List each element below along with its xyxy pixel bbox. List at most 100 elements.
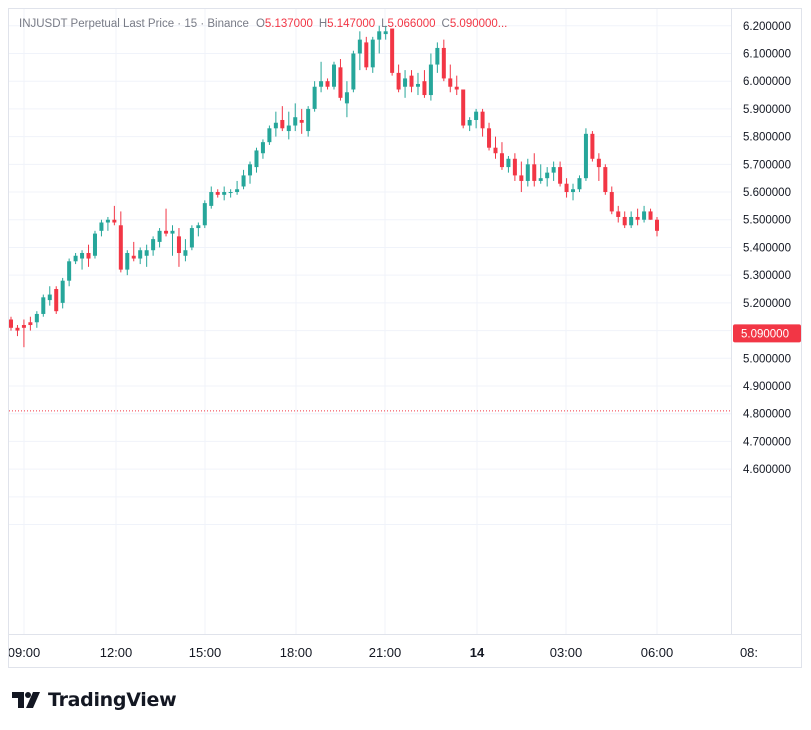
candle-body-up (228, 192, 233, 194)
candle-body-down (448, 78, 453, 87)
y-tick-label: 5.800000 (743, 132, 791, 144)
candle-body-down (454, 86, 459, 90)
candle-body-up (273, 122, 278, 129)
candle-body-up (370, 39, 375, 68)
candle-body-up (383, 31, 388, 35)
candlestick-chart[interactable]: 6.200000 6.100000 6.000000 5.900000 5.800000… (9, 9, 802, 668)
candle-body-up (80, 252, 85, 259)
candle-body-up (138, 250, 143, 259)
candle-body-up (73, 255, 78, 262)
candle-body-down (616, 211, 621, 217)
candle-body-down (596, 158, 601, 168)
candle-body-up (344, 92, 349, 104)
candle-body-up (415, 83, 420, 87)
y-tick-label: 6.200000 (743, 21, 791, 33)
candle-body-up (241, 175, 246, 187)
candle-body-down (622, 216, 627, 226)
candle-body-up (293, 117, 298, 126)
candle-body-down (131, 255, 136, 259)
candle-body-down (480, 111, 485, 129)
y-tick-label: 4.900000 (743, 381, 791, 393)
x-tick-label: 03:00 (550, 645, 583, 660)
candle-body-down (28, 322, 33, 326)
y-tick-label: 4.800000 (743, 409, 791, 421)
candle-body-down (564, 183, 569, 193)
exchange-label: Binance (207, 18, 249, 30)
candle-body-up (144, 250, 149, 256)
open-value: 5.137000 (264, 18, 313, 30)
symbol-name: INJUSDT Perpetual Last Price (19, 18, 175, 30)
candle-body-up (467, 119, 472, 126)
tradingview-wordmark: TradingView (48, 689, 177, 711)
candle-body-up (235, 189, 240, 193)
x-tick-label: 06:00 (641, 645, 674, 660)
chart-legend: INJUSDT Perpetual Last Price · 15 · Bina… (19, 18, 507, 30)
high-key: H (318, 18, 328, 30)
y-tick-label: 6.100000 (743, 48, 791, 60)
candle-body-up (306, 108, 311, 132)
candle-body-down (519, 175, 524, 181)
candle-body-down (635, 216, 640, 220)
high-value: 5.147000 (327, 18, 376, 30)
candle-body-down (54, 289, 59, 312)
candle-body-up (157, 230, 162, 242)
candle-body-up (428, 64, 433, 96)
candle-body-up (435, 47, 440, 65)
candle-body-up (202, 203, 207, 226)
candle-body-up (577, 178, 582, 190)
candle-body-up (571, 189, 576, 193)
x-tick-label: 15:00 (189, 645, 222, 660)
close-key: C (441, 18, 450, 30)
x-tick-label: 09:00 (9, 645, 40, 660)
y-tick-label: 5.300000 (743, 270, 791, 282)
candle-body-down (648, 211, 653, 220)
x-tick-label: 12:00 (100, 645, 133, 660)
candle-body-up (248, 164, 253, 176)
candle-body-down (461, 89, 466, 126)
x-tick-label: 18:00 (280, 645, 313, 660)
y-tick-label: 6.000000 (743, 76, 791, 88)
chart-panel[interactable]: 6.200000 6.100000 6.000000 5.900000 5.800000… (8, 8, 802, 668)
candle-body-up (642, 211, 647, 220)
candle-body-up (267, 128, 272, 143)
separator-dot: · (174, 18, 185, 30)
candle-body-down (499, 153, 504, 168)
tradingview-logo-icon (12, 692, 40, 708)
candle-body-up (312, 86, 317, 109)
candle-body-down (390, 28, 395, 73)
candle-body-up (583, 133, 588, 179)
candle-body-up (60, 280, 65, 303)
candle-body-up (125, 252, 130, 270)
y-tick-label: 5.900000 (743, 104, 791, 116)
candle-body-up (196, 225, 201, 229)
candle-body-down (112, 219, 117, 223)
candle-body-down (603, 167, 608, 193)
candle-body-up (170, 230, 175, 234)
candle-body-down (654, 219, 660, 231)
candle-body-down (299, 119, 304, 123)
candle-body-down (215, 192, 220, 195)
x-tick-label: 08: (740, 645, 758, 660)
candle-body-up (260, 142, 265, 154)
candle-body-down (280, 119, 285, 129)
candle-body-down (590, 133, 595, 159)
candle-body-down (558, 167, 563, 184)
interval-label: 15 (184, 18, 198, 30)
candle-body-up (331, 64, 337, 87)
candle-body-up (551, 167, 556, 173)
tradingview-logo[interactable]: TradingView (12, 689, 177, 711)
x-tick-label: 14 (470, 645, 485, 660)
close-value: 5.090000... (449, 18, 508, 30)
candle-body-up (41, 297, 46, 314)
open-key: O (255, 18, 265, 30)
candle-body-up (222, 192, 227, 195)
candle-body-up (34, 313, 39, 323)
candle-body-down (86, 252, 91, 259)
candle-body-up (105, 219, 110, 223)
candle-body-up (254, 150, 259, 168)
candle-body-down (176, 236, 181, 253)
candle-body-up (67, 261, 72, 281)
y-tick-label: 5.400000 (743, 242, 791, 254)
candle-body-up (506, 158, 511, 168)
candle-body-down (15, 327, 20, 331)
